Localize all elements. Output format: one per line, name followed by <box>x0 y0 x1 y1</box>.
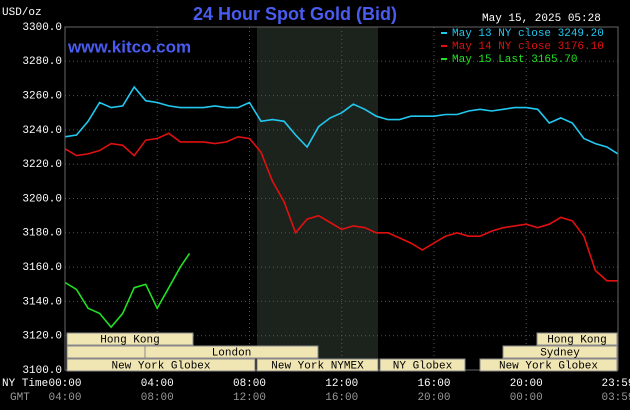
x-axis-label: NY Time <box>2 378 48 390</box>
x-tick-label-gmt: 20:00 <box>417 392 450 404</box>
legend-label: May 14 NY close 3176.10 <box>452 41 604 53</box>
x-tick-label: 20:00 <box>510 378 543 390</box>
session-label: NY Globex <box>393 360 453 372</box>
legend-swatch <box>441 58 447 60</box>
session-label: Hong Kong <box>100 334 159 346</box>
session-label: Sydney <box>540 347 580 359</box>
x-tick-label: 12:00 <box>325 378 358 390</box>
y-tick-label: 3140.0 <box>22 296 62 308</box>
session-box <box>66 332 194 346</box>
x-tick-label-gmt: 03:59 <box>601 392 630 404</box>
session-label: New York Globex <box>111 360 210 372</box>
session-box <box>144 345 319 359</box>
session-label: London <box>212 347 252 359</box>
x-tick-label: 23:59 <box>601 378 630 390</box>
plot-area <box>64 26 619 371</box>
session-label: New York NYMEX <box>271 360 364 372</box>
session-box <box>502 345 618 359</box>
x-tick-label: 04:00 <box>141 378 174 390</box>
x-tick-label-gmt: 00:00 <box>510 392 543 404</box>
legend-label: May 13 NY close 3249.20 <box>452 28 604 40</box>
x-tick-label: 08:00 <box>233 378 266 390</box>
session-box <box>479 358 618 372</box>
y-tick-label: 3180.0 <box>22 228 62 240</box>
x-tick-label-gmt: 04:00 <box>48 392 81 404</box>
session-label: New York Globex <box>499 360 598 372</box>
series-line <box>64 85 619 155</box>
y-tick-label: 3280.0 <box>22 56 62 68</box>
x-axis-label-gmt: GMT <box>10 392 30 404</box>
session-box <box>379 358 466 372</box>
series-line <box>64 252 191 329</box>
chart-title: 24 Hour Spot Gold (Bid) <box>193 4 397 24</box>
x-tick-label: 00:00 <box>48 378 81 390</box>
session-box <box>536 332 618 346</box>
y-tick-label: 3260.0 <box>22 91 62 103</box>
y-tick-label: 3300.0 <box>22 22 62 34</box>
legend-swatch <box>441 32 447 34</box>
legend-label: May 15 Last 3165.70 <box>452 54 577 66</box>
watermark: www.kitco.com <box>67 37 191 56</box>
y-tick-label: 3100.0 <box>22 365 62 377</box>
y-tick-label: 3220.0 <box>22 159 62 171</box>
x-tick-label-gmt: 12:00 <box>233 392 266 404</box>
y-tick-label: 3200.0 <box>22 193 62 205</box>
session-box <box>66 345 146 359</box>
series-line <box>64 132 618 282</box>
timestamp: May 15, 2025 05:28 <box>482 13 601 25</box>
legend-swatch <box>441 45 447 47</box>
x-tick-label-gmt: 08:00 <box>141 392 174 404</box>
session-box <box>256 358 379 372</box>
session-box <box>66 358 256 372</box>
y-tick-label: 3160.0 <box>22 262 62 274</box>
session-label: Hong Kong <box>547 334 606 346</box>
x-tick-label: 16:00 <box>417 378 450 390</box>
y-axis-label: USD/oz <box>2 7 42 19</box>
x-tick-label-gmt: 16:00 <box>325 392 358 404</box>
y-tick-label: 3120.0 <box>22 331 62 343</box>
y-tick-label: 3240.0 <box>22 125 62 137</box>
